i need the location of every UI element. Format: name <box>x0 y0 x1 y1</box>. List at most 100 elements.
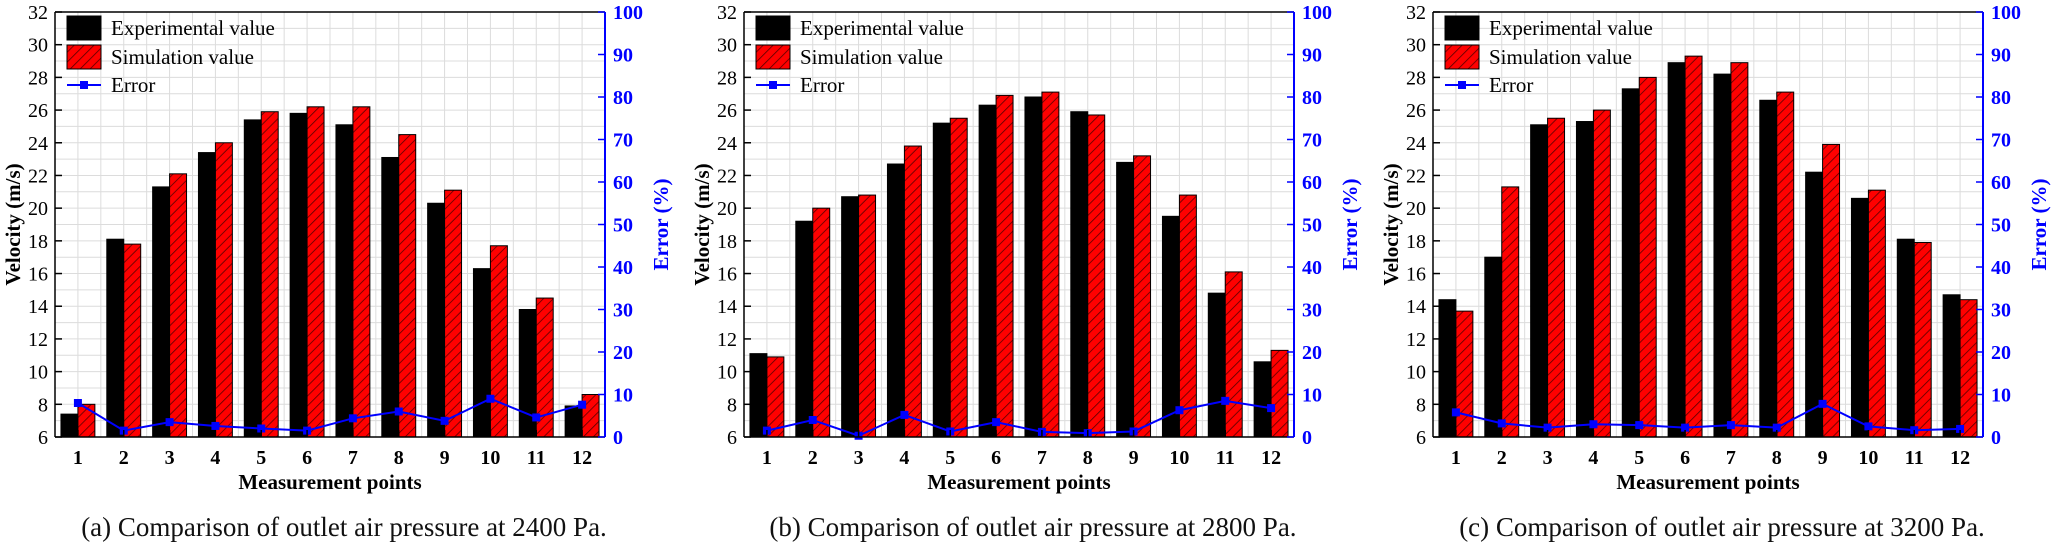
bar-simulation <box>1270 349 1289 438</box>
y2-tick-label: 100 <box>1991 2 2021 24</box>
bar-simulation <box>949 117 968 438</box>
bar-simulation <box>903 145 922 438</box>
x-tick-label: 10 <box>1169 447 1189 469</box>
y2-tick-label: 20 <box>613 342 633 364</box>
error-point <box>1267 404 1276 413</box>
bar-experimental <box>1805 171 1824 438</box>
error-point <box>1221 396 1230 405</box>
caption-b: (b) Comparison of outlet air pressure at… <box>769 512 1297 542</box>
bar-experimental <box>1713 73 1732 438</box>
x-tick-label: 3 <box>1543 447 1553 469</box>
bar-experimental <box>1850 197 1869 438</box>
bar-simulation <box>1638 76 1657 438</box>
y-tick-label: 28 <box>1406 67 1426 89</box>
x-tick-label: 3 <box>854 447 864 469</box>
error-point <box>1956 424 1965 433</box>
bar-experimental <box>106 238 125 438</box>
error-point <box>1818 399 1827 408</box>
x-tick-label: 11 <box>527 447 546 469</box>
chart-panel-b: 6 8 10 12 14 16 18 20 22 24 26 28 30 32 0 10 20 30 40 50 60 7… <box>689 0 1377 549</box>
y2-tick-label: 80 <box>1991 87 2011 109</box>
y-tick-label: 10 <box>1406 362 1426 384</box>
y-tick-label: 12 <box>28 329 48 351</box>
bar-experimental <box>152 186 171 438</box>
y2-tick-label: 90 <box>613 45 633 67</box>
y-tick-label: 20 <box>1406 198 1426 220</box>
legend-label-error: Error <box>111 73 155 97</box>
y2-tick-label: 60 <box>613 172 633 194</box>
y2-tick-label: 30 <box>1991 300 2011 322</box>
y-tick-label: 24 <box>28 133 48 155</box>
bar-experimental <box>795 220 814 438</box>
y-tick-label: 6 <box>38 427 48 449</box>
bar-simulation <box>1867 189 1886 438</box>
legend-label-error: Error <box>800 73 844 97</box>
legend-marker-error <box>80 81 88 89</box>
y-tick-label: 24 <box>717 133 737 155</box>
error-point <box>211 421 220 430</box>
bar-experimental <box>1896 238 1915 438</box>
bar-simulation <box>995 94 1014 438</box>
bar-experimental <box>1759 99 1778 438</box>
x-tick-label: 7 <box>348 447 358 469</box>
chart-panel-a: 6 8 10 12 14 16 18 20 22 24 26 28 30 32 0 10 20 30 40 50 60 7… <box>0 0 688 549</box>
y2-tick-label: 80 <box>1302 87 1322 109</box>
y2-tick-label: 40 <box>613 257 633 279</box>
y-tick-label: 6 <box>727 427 737 449</box>
y2-tick-label: 100 <box>613 2 643 24</box>
y-tick-label: 26 <box>717 100 737 122</box>
bar-experimental <box>197 152 216 438</box>
legend-label-simulation: Simulation value <box>800 45 943 69</box>
legend-swatch-simulation <box>755 44 791 70</box>
y-tick-label: 18 <box>717 231 737 253</box>
legend-label-error: Error <box>1489 73 1533 97</box>
error-point <box>1589 420 1598 429</box>
bar-experimental <box>1667 62 1686 438</box>
error-point <box>1497 419 1506 428</box>
bar-simulation <box>1133 155 1152 438</box>
x-tick-label: 1 <box>73 447 83 469</box>
error-point <box>900 410 909 419</box>
chart-c: 6810121416182022242628303201020304050607… <box>1379 2 2051 494</box>
y-axis-label: Velocity (m/s) <box>1379 163 1403 285</box>
bar-experimental <box>978 104 997 438</box>
bar-experimental <box>1070 111 1089 438</box>
error-point <box>1175 406 1184 415</box>
y-tick-label: 32 <box>717 2 737 24</box>
bar-experimental <box>427 202 446 438</box>
y2-tick-label: 40 <box>1302 257 1322 279</box>
y2-axis-label: Error (%) <box>1338 179 1362 271</box>
bar-experimental <box>472 268 491 438</box>
legend-label-experimental: Experimental value <box>800 16 964 40</box>
x-tick-label: 12 <box>1950 447 1970 469</box>
bar-simulation <box>1501 186 1520 438</box>
bar-experimental <box>1253 361 1272 438</box>
legend-marker-error <box>769 81 777 89</box>
x-tick-label: 9 <box>440 447 450 469</box>
caption-a: (a) Comparison of outlet air pressure at… <box>81 512 607 542</box>
y2-tick-label: 20 <box>1991 342 2011 364</box>
bar-experimental <box>381 156 400 438</box>
y-tick-label: 24 <box>1406 133 1426 155</box>
bar-simulation <box>1959 299 1978 438</box>
y-tick-label: 22 <box>717 165 737 187</box>
error-point <box>165 418 174 427</box>
y-tick-label: 26 <box>28 100 48 122</box>
y2-tick-label: 80 <box>613 87 633 109</box>
bar-experimental <box>289 112 308 438</box>
legend-swatch-simulation <box>1444 44 1480 70</box>
legend-marker-error <box>1458 81 1466 89</box>
y-tick-label: 14 <box>717 296 737 318</box>
y-tick-label: 32 <box>1406 2 1426 24</box>
bar-experimental <box>841 196 860 438</box>
bar-simulation <box>1822 143 1841 438</box>
legend-swatch-simulation <box>66 44 102 70</box>
error-point <box>1451 408 1460 417</box>
error-point <box>532 413 541 422</box>
x-tick-label: 8 <box>1772 447 1782 469</box>
y-tick-label: 6 <box>1416 427 1426 449</box>
x-tick-label: 8 <box>394 447 404 469</box>
x-tick-label: 11 <box>1216 447 1235 469</box>
x-tick-label: 1 <box>762 447 772 469</box>
y-tick-label: 8 <box>1416 394 1426 416</box>
